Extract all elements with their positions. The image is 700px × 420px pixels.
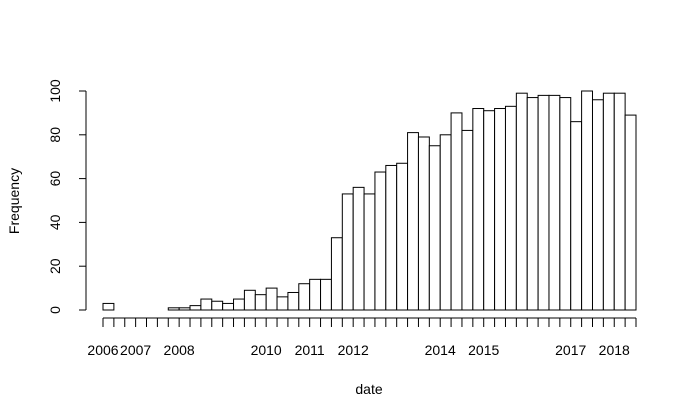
x-tick-label: 2010 <box>251 342 282 358</box>
bar <box>407 132 419 311</box>
bar <box>298 283 311 311</box>
y-tick-label: 20 <box>47 258 63 274</box>
bar <box>254 294 267 311</box>
x-tick-label: 2008 <box>164 342 195 358</box>
x-axis: 2006 2007 2008 2010 2011 2012 2014 2015 2017 2018 <box>87 317 637 358</box>
y-tick-label: 80 <box>47 127 63 143</box>
bar <box>494 108 506 311</box>
bar <box>200 298 213 311</box>
x-axis-label: date <box>355 381 382 397</box>
x-tick-label: 2017 <box>555 342 586 358</box>
bar <box>428 145 441 311</box>
bar <box>439 134 452 311</box>
bar <box>320 278 332 311</box>
bar <box>526 97 539 311</box>
bar <box>570 121 583 311</box>
y-axis-label: Frequency <box>6 168 22 234</box>
y-axis: 0 20 40 60 80 100 <box>47 79 87 314</box>
bar <box>222 302 235 311</box>
bar <box>450 112 463 311</box>
bar <box>352 186 365 311</box>
bars-group <box>102 90 637 311</box>
bar <box>385 164 398 311</box>
bar <box>374 171 387 311</box>
bar <box>613 92 626 311</box>
bar <box>559 97 572 311</box>
bar <box>189 305 202 311</box>
x-tick-label: 2011 <box>295 342 325 358</box>
bar <box>591 99 604 311</box>
bar <box>581 90 593 311</box>
bar <box>624 114 637 311</box>
bar <box>504 105 517 311</box>
y-tick-label: 0 <box>47 306 63 314</box>
bar <box>243 289 256 311</box>
y-tick-label: 100 <box>47 79 63 103</box>
bar <box>211 300 224 311</box>
x-tick-label: 2007 <box>120 342 151 358</box>
bar <box>265 287 278 311</box>
bar <box>309 278 322 311</box>
bar <box>396 162 409 311</box>
bar <box>287 291 300 311</box>
bar <box>167 307 180 311</box>
bar <box>417 136 430 311</box>
bar <box>102 302 115 311</box>
x-tick-label: 2014 <box>425 342 456 358</box>
x-tick-label: 2012 <box>338 342 369 358</box>
bar <box>483 110 496 311</box>
x-tick-label: 2015 <box>468 342 499 358</box>
bar <box>330 237 343 311</box>
y-tick-label: 40 <box>47 214 63 230</box>
x-tick-label: 2018 <box>599 342 630 358</box>
bar <box>276 296 289 311</box>
bar <box>515 92 528 311</box>
bar <box>537 94 550 311</box>
y-tick-label: 60 <box>47 171 63 187</box>
x-tick-label: 2006 <box>87 342 118 358</box>
bar <box>363 193 376 311</box>
bar <box>548 94 561 311</box>
bar <box>233 298 245 311</box>
bar <box>178 307 191 311</box>
bar <box>341 193 354 311</box>
bar <box>461 129 474 311</box>
bar <box>472 108 485 311</box>
bar <box>602 92 615 311</box>
